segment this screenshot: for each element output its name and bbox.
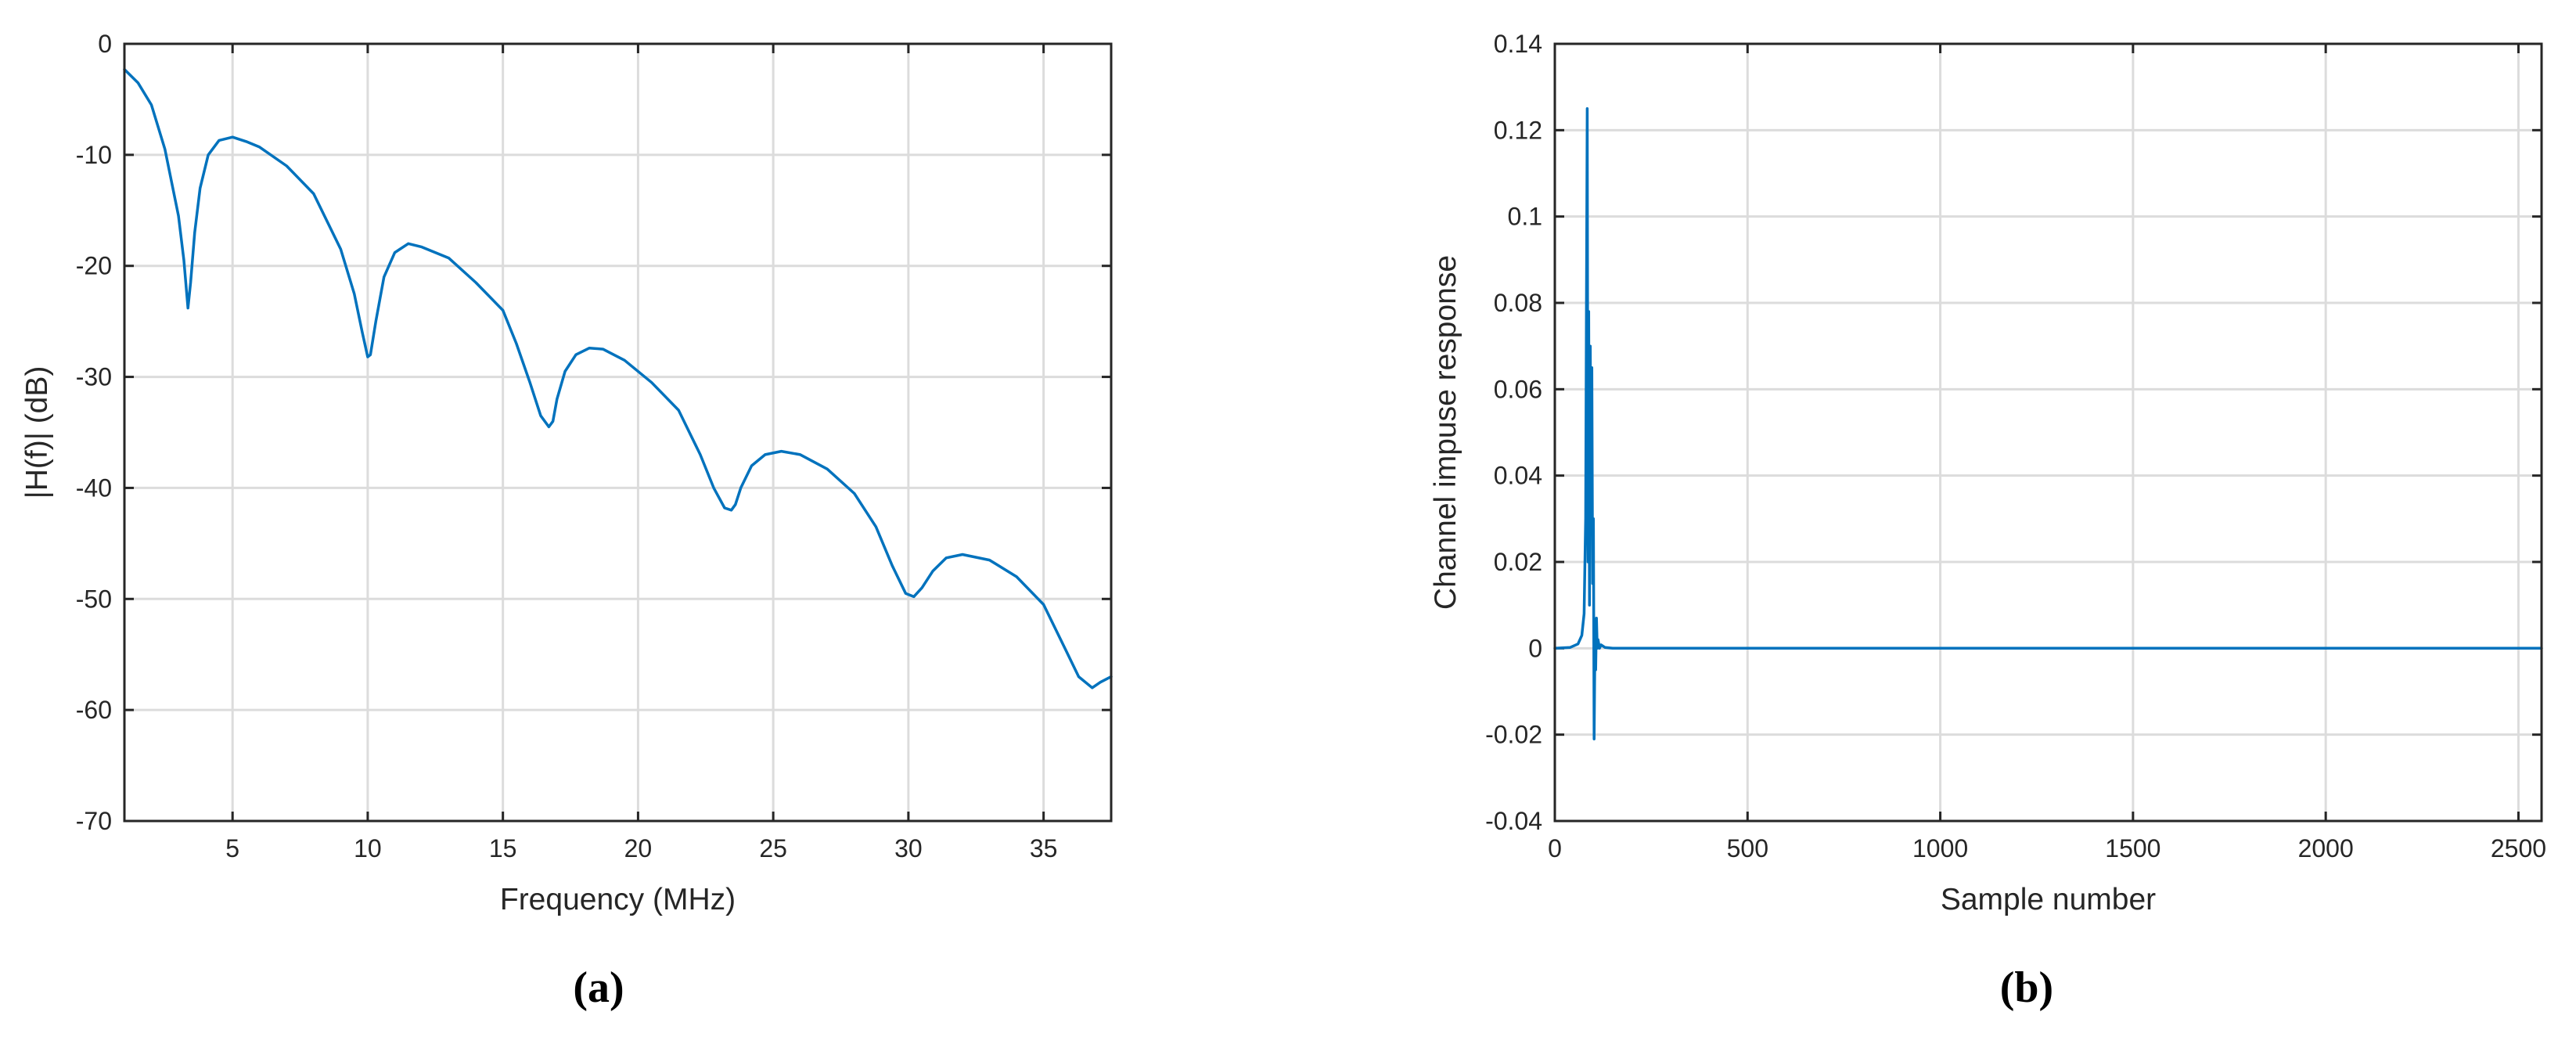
panel-b-x-tick-label: 2500 — [2491, 834, 2546, 862]
panel-a-y-tick-label: -50 — [76, 585, 112, 613]
panel-a-chart: 5 10 15 20 25 30 35 -70 -60 -50 -40 -30 -20 -10 0 Fre… — [20, 30, 1113, 1012]
panel-a-y-tick-label: -30 — [76, 363, 112, 391]
panel-a-x-tick-label: 25 — [759, 834, 787, 862]
panel-a-axes-box — [123, 42, 1113, 823]
panel-b-y-tick-label: 0 — [1528, 634, 1542, 662]
panel-b-y-tick-label: 0.14 — [1494, 30, 1542, 58]
panel-b-y-tick-labels: -0.04 -0.02 0 0.02 0.04 0.06 0.08 0.1 0.12 0.14 — [1485, 30, 1542, 835]
panel-b-y-tick-label: -0.04 — [1485, 807, 1542, 835]
panel-a-x-tick-labels: 5 10 15 20 25 30 35 — [225, 834, 1057, 862]
panel-b-y-tick-label: 0.08 — [1494, 289, 1542, 317]
panel-b-series-line — [1553, 107, 2543, 740]
panel-b-label: (b) — [2000, 963, 2053, 1012]
panel-b-x-tick-labels: 0 500 1000 1500 2000 2500 — [1548, 834, 2546, 862]
panel-b-y-tick-label: 0.1 — [1508, 203, 1542, 231]
panel-b-y-tick-label: 0.04 — [1494, 462, 1542, 490]
panel-a-y-tick-labels: -70 -60 -50 -40 -30 -20 -10 0 — [76, 30, 112, 835]
panel-b-y-tick-label: -0.02 — [1485, 721, 1542, 749]
panel-a-series-line — [123, 67, 1113, 690]
panel-b-chart: 0 500 1000 1500 2000 2500 -0.04 -0.02 0 0.02 0.04… — [1429, 30, 2546, 1012]
panel-a-x-tick-label: 15 — [489, 834, 517, 862]
panel-a-x-tick-label: 35 — [1030, 834, 1058, 862]
panel-b-axes-box — [1553, 42, 2543, 823]
panel-a-x-tick-label: 5 — [225, 834, 239, 862]
panel-a-x-tick-label: 10 — [354, 834, 382, 862]
panel-b-x-axis-label: Sample number — [1941, 883, 2156, 916]
panel-a-grid — [124, 44, 1111, 821]
panel-b-x-tick-label: 1500 — [2105, 834, 2160, 862]
panel-a-y-tick-label: -20 — [76, 252, 112, 280]
panel-a-label: (a) — [573, 963, 624, 1012]
panel-a-y-axis-label: |H(f)| (dB) — [20, 366, 54, 499]
panel-b-y-tick-label: 0.02 — [1494, 548, 1542, 576]
panel-a-x-axis-label: Frequency (MHz) — [500, 883, 736, 916]
panel-b-grid — [1555, 44, 2542, 821]
panel-b-ticks — [1553, 42, 2542, 823]
panel-b-y-tick-label: 0.12 — [1494, 116, 1542, 144]
panel-a-x-tick-label: 30 — [894, 834, 923, 862]
panel-a-y-tick-label: -60 — [76, 696, 112, 724]
panel-b-x-tick-label: 0 — [1548, 834, 1562, 862]
panel-a-y-tick-label: -40 — [76, 473, 112, 502]
panel-b-x-tick-label: 2000 — [2298, 834, 2354, 862]
panel-a-x-tick-label: 20 — [624, 834, 653, 862]
panel-b-x-tick-label: 1000 — [1912, 834, 1968, 862]
panel-a-y-tick-label: -70 — [76, 807, 112, 835]
panel-a-y-tick-label: 0 — [98, 30, 112, 58]
panel-a-y-tick-label: -10 — [76, 141, 112, 169]
panel-b-y-tick-label: 0.06 — [1494, 375, 1542, 403]
panel-b-x-tick-label: 500 — [1727, 834, 1768, 862]
panel-b-y-axis-label: Channel impuse response — [1429, 255, 1462, 610]
panel-a-ticks — [124, 42, 1111, 823]
